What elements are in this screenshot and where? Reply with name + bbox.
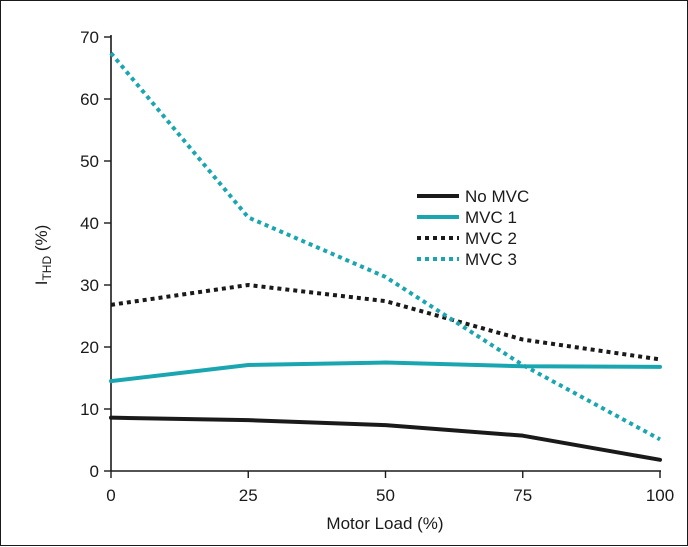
y-tick-label: 50 — [80, 152, 99, 171]
x-tick-label: 0 — [106, 486, 115, 505]
y-tick-label: 30 — [80, 276, 99, 295]
series-line-mvc-1 — [111, 363, 660, 382]
y-tick-label: 10 — [80, 400, 99, 419]
legend-label: MVC 2 — [465, 229, 517, 248]
series-line-no-mvc — [111, 418, 660, 460]
y-tick-label: 60 — [80, 90, 99, 109]
y-tick-label: 70 — [80, 28, 99, 47]
series-line-mvc-3 — [111, 53, 660, 439]
legend-label: MVC 3 — [465, 250, 517, 269]
y-tick-label: 40 — [80, 214, 99, 233]
legend-label: MVC 1 — [465, 208, 517, 227]
x-tick-label: 75 — [513, 486, 532, 505]
legend: No MVC MVC 1 MVC 2 MVC 3 — [417, 187, 529, 269]
series-layer — [111, 53, 660, 460]
y-axis-title-suffix: (%) — [32, 225, 51, 256]
y-tick-label: 20 — [80, 338, 99, 357]
y-tick-label: 0 — [90, 462, 99, 481]
axes: 0 10 20 30 40 50 60 70 0 25 50 75 100 — [80, 28, 674, 505]
y-axis-title: ITHD (%) — [32, 225, 54, 286]
x-tick-label: 50 — [376, 486, 395, 505]
x-tick-label: 25 — [239, 486, 258, 505]
y-axis-title-subscript: THD — [40, 256, 54, 281]
x-tick-label: 100 — [646, 486, 674, 505]
legend-label: No MVC — [465, 187, 529, 206]
x-axis-title: Motor Load (%) — [326, 514, 443, 533]
series-line-mvc-2 — [111, 285, 660, 359]
